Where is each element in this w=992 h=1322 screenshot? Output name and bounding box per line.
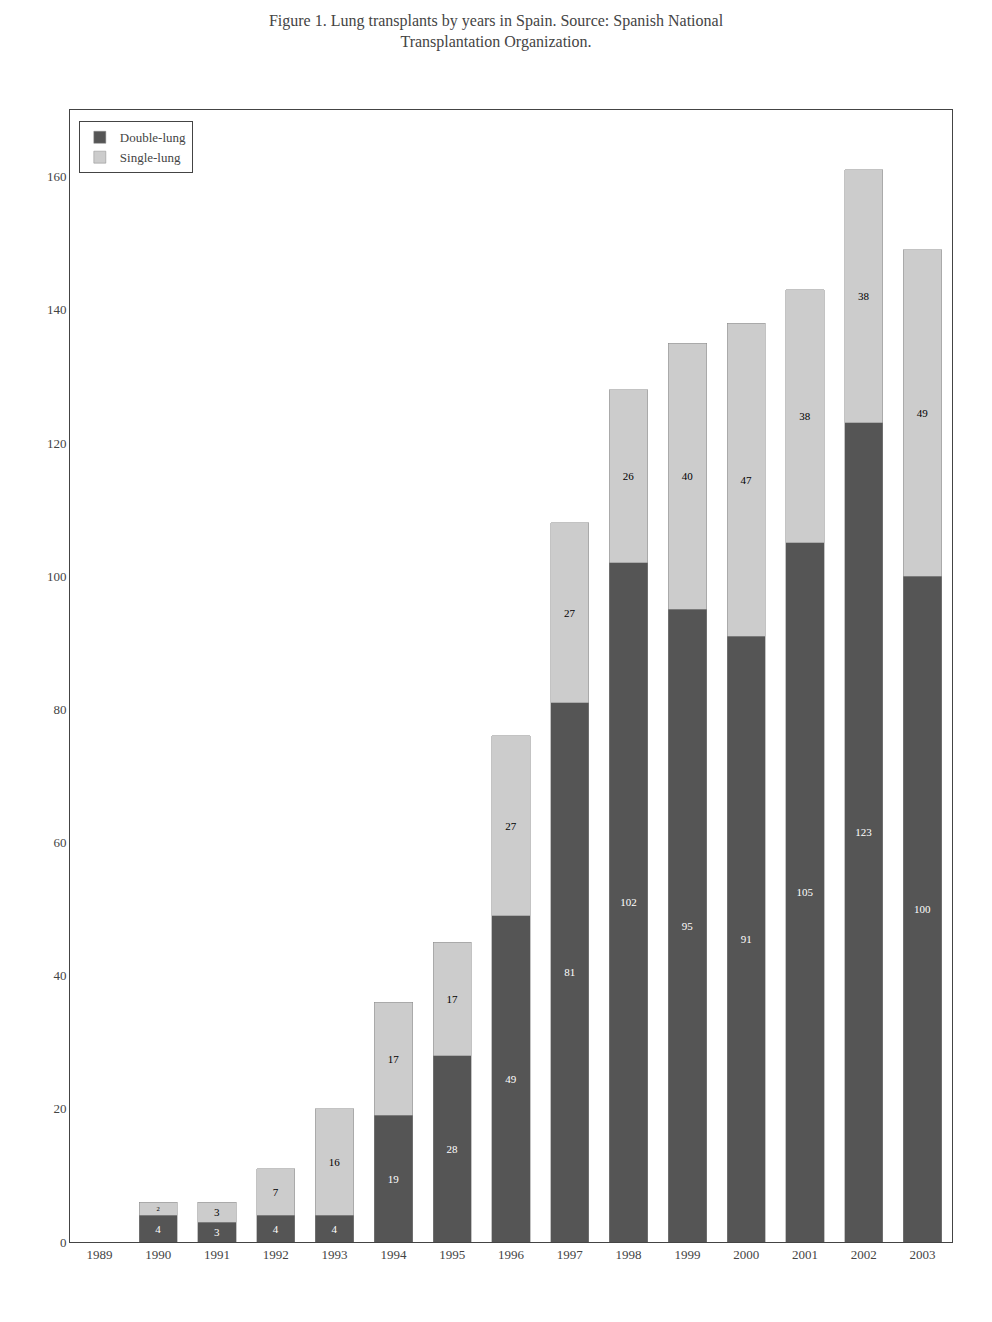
svg-text:1998: 1998 [616, 1247, 642, 1262]
svg-text:1989: 1989 [86, 1247, 112, 1262]
svg-text:160: 160 [47, 169, 67, 184]
svg-text:80: 80 [53, 702, 66, 717]
svg-text:60: 60 [53, 835, 66, 850]
svg-text:49: 49 [917, 407, 929, 419]
svg-text:40: 40 [53, 968, 66, 983]
svg-text:38: 38 [858, 290, 870, 302]
svg-text:17: 17 [446, 993, 458, 1005]
svg-text:17: 17 [388, 1053, 400, 1065]
svg-text:38: 38 [799, 410, 811, 422]
svg-text:4: 4 [155, 1223, 161, 1235]
svg-text:140: 140 [47, 302, 67, 317]
svg-text:Double-lung: Double-lung [120, 130, 186, 145]
svg-text:47: 47 [740, 474, 752, 486]
svg-text:102: 102 [620, 896, 637, 908]
svg-text:95: 95 [682, 920, 694, 932]
svg-text:3: 3 [214, 1206, 220, 1218]
svg-text:4: 4 [273, 1223, 279, 1235]
svg-text:Single-lung: Single-lung [120, 150, 181, 165]
svg-text:1994: 1994 [380, 1247, 407, 1262]
svg-text:1995: 1995 [439, 1247, 465, 1262]
svg-text:2: 2 [157, 1205, 160, 1212]
svg-text:49: 49 [505, 1073, 517, 1085]
svg-text:1997: 1997 [557, 1247, 584, 1262]
svg-text:1996: 1996 [498, 1247, 525, 1262]
svg-text:1999: 1999 [674, 1247, 700, 1262]
svg-text:26: 26 [623, 470, 635, 482]
svg-text:1991: 1991 [204, 1247, 230, 1262]
svg-text:105: 105 [797, 886, 814, 898]
svg-text:28: 28 [446, 1143, 458, 1155]
svg-text:2001: 2001 [792, 1247, 818, 1262]
svg-text:20: 20 [53, 1101, 66, 1116]
svg-text:1992: 1992 [263, 1247, 289, 1262]
svg-text:4: 4 [332, 1223, 338, 1235]
svg-text:3: 3 [214, 1226, 220, 1238]
svg-text:27: 27 [564, 607, 576, 619]
svg-text:27: 27 [505, 820, 517, 832]
svg-text:123: 123 [855, 826, 872, 838]
svg-text:120: 120 [47, 435, 67, 450]
svg-text:Figure 1. Lung transplants by: Figure 1. Lung transplants by years in S… [269, 12, 724, 51]
svg-text:2002: 2002 [851, 1247, 877, 1262]
svg-text:0: 0 [60, 1235, 67, 1250]
svg-text:1993: 1993 [322, 1247, 348, 1262]
svg-text:1990: 1990 [145, 1247, 171, 1262]
svg-text:40: 40 [682, 470, 694, 482]
svg-text:81: 81 [564, 966, 575, 978]
svg-text:100: 100 [914, 903, 931, 915]
svg-text:100: 100 [47, 569, 67, 584]
svg-text:91: 91 [741, 933, 752, 945]
svg-text:16: 16 [329, 1156, 341, 1168]
svg-text:2003: 2003 [910, 1247, 936, 1262]
svg-text:7: 7 [273, 1186, 279, 1198]
svg-text:2000: 2000 [733, 1247, 759, 1262]
svg-text:19: 19 [388, 1173, 400, 1185]
